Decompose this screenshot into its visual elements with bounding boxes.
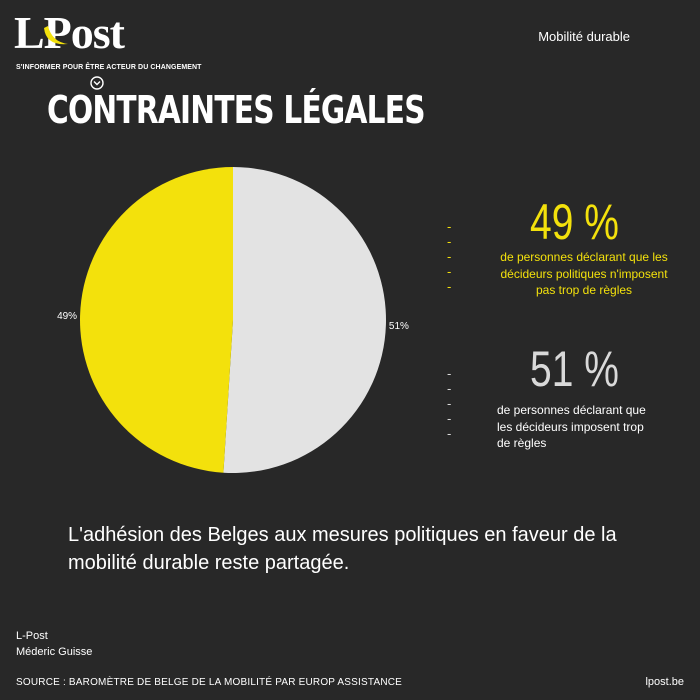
banana-icon: [44, 26, 68, 45]
source-line: SOURCE : BAROMÈTRE DE BELGE DE LA MOBILI…: [16, 677, 403, 688]
credits: L-Post Méderic Guisse: [16, 628, 92, 660]
lpost-logo[interactable]: LPost S'INFORMER POUR ÊTRE ACTEUR DU CHA…: [14, 8, 201, 92]
stat-percentage: 51 %: [530, 341, 619, 397]
stat-dash-connector: -----: [447, 366, 453, 441]
logo-wordmark: LPost: [14, 7, 125, 58]
stat-description: de personnes déclarant que les décideurs…: [497, 403, 646, 450]
stat-dash-connector: -----: [447, 219, 453, 294]
credit-author: Méderic Guisse: [16, 646, 93, 658]
stat-description: de personnes déclarant que les décideurs…: [500, 250, 668, 297]
pie-slice-51: [223, 167, 387, 474]
pie-chart: 51% 49%: [57, 167, 409, 474]
chevron-down-icon[interactable]: [90, 76, 104, 90]
site-link[interactable]: lpost.be: [645, 676, 684, 688]
pie-label-49: 49%: [57, 311, 77, 322]
logo-tagline: S'INFORMER POUR ÊTRE ACTEUR DU CHANGEMEN…: [16, 64, 202, 71]
pie-slice-49: [80, 167, 233, 473]
credit-org: L-Post: [16, 630, 48, 642]
summary-text: L'adhésion des Belges aux mesures politi…: [68, 524, 617, 574]
pie-label-51: 51%: [389, 321, 409, 332]
page-title: CONTRAINTES LÉGALES: [47, 88, 426, 132]
stat-percentage: 49 %: [530, 194, 619, 250]
category-label[interactable]: Mobilité durable: [538, 29, 630, 44]
